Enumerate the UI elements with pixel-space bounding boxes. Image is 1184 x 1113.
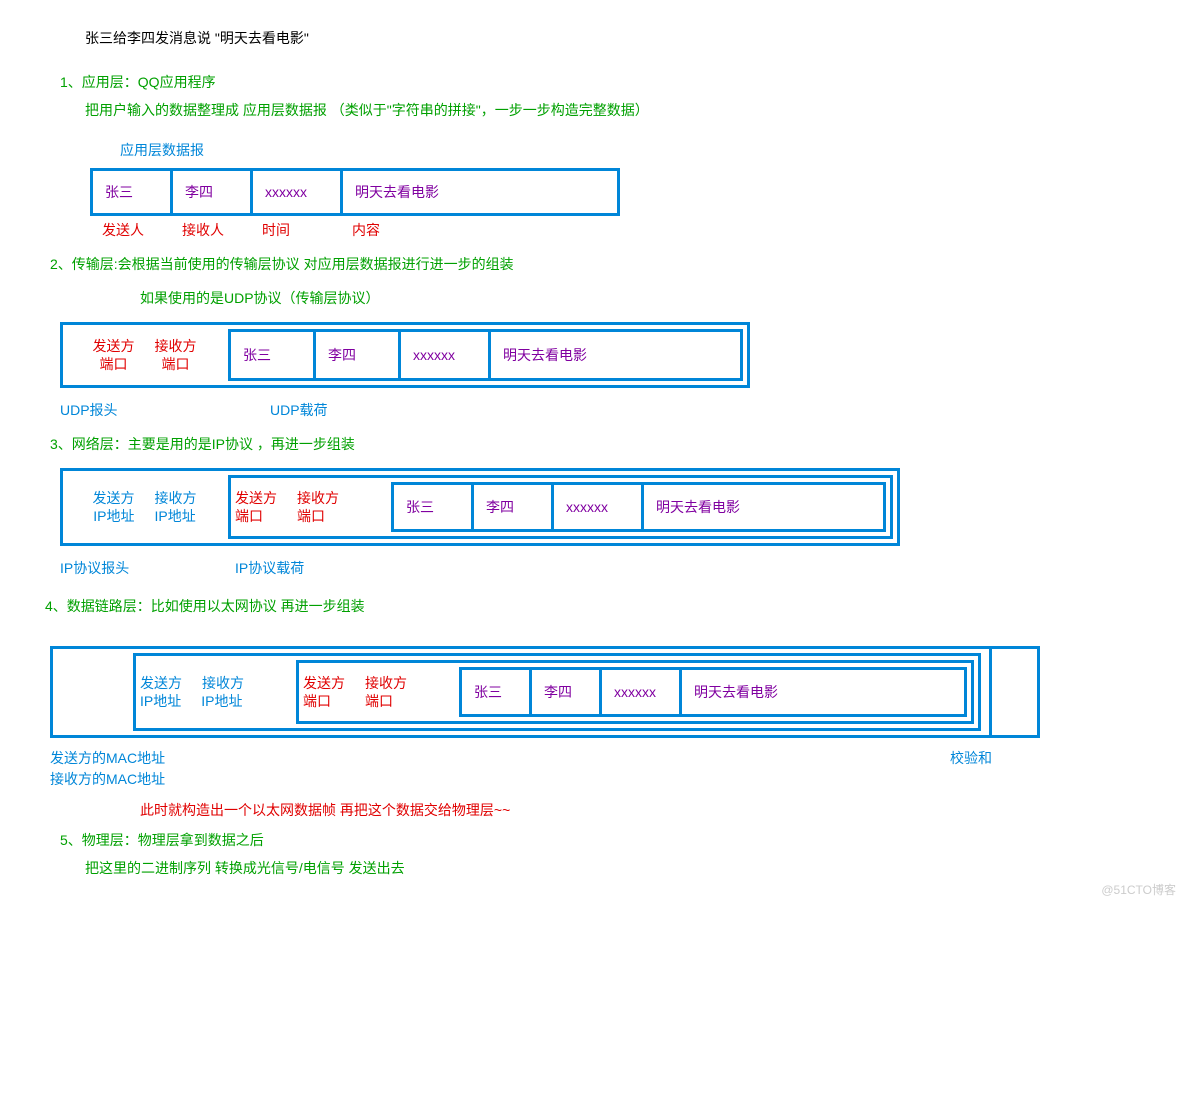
udp-h-r1c2: 接收方 (155, 337, 197, 355)
app-cell-receiver: 李四 (173, 171, 253, 213)
eth-udph-r1c2: 接收方 (365, 674, 407, 692)
eth-p-3: 明天去看电影 (682, 670, 964, 714)
eth-ip-wrapper: 发送方 接收方 IP地址 IP地址 发送方 接收方 端口 端口 (133, 653, 981, 731)
app-label-sender: 发送人 (90, 220, 170, 240)
ip-label-head: IP协议报头 (60, 558, 235, 578)
eth-iph-r1c2: 接收方 (202, 674, 244, 692)
app-label-time: 时间 (250, 220, 340, 240)
eth-iph-r2c2: IP地址 (201, 692, 242, 710)
ip-h-r2c2: IP地址 (155, 507, 196, 525)
app-data-box: 张三 李四 xxxxxx 明天去看电影 (90, 168, 620, 216)
ip-udp-header: 发送方 接收方 端口 端口 (235, 482, 385, 532)
ip-h-r1c2: 接收方 (155, 489, 197, 507)
udp-header: 发送方 接收方 端口 端口 (67, 329, 222, 381)
ip-h-r2c1: IP地址 (93, 507, 134, 525)
eth-mac-head (57, 653, 127, 731)
datalink-title: 4、数据链路层：比如使用以太网协议 再进一步组装 (45, 596, 1154, 616)
udp-p-1: 李四 (316, 332, 401, 378)
ip-p-1: 李四 (474, 485, 554, 529)
udp-p-0: 张三 (231, 332, 316, 378)
eth-p-1: 李四 (532, 670, 602, 714)
app-label-content: 内容 (340, 220, 392, 240)
ip-udp-h-r2c1: 端口 (235, 507, 263, 525)
app-layer-title: 1、应用层：QQ应用程序 (60, 72, 1154, 92)
ip-udp-payload: 张三 李四 xxxxxx 明天去看电影 (391, 482, 886, 532)
ip-udp-h-r1c2: 接收方 (297, 489, 339, 507)
eth-p-2: xxxxxx (602, 670, 682, 714)
eth-udp-payload: 张三 李四 xxxxxx 明天去看电影 (459, 667, 967, 717)
ip-payload-wrapper: 发送方 接收方 端口 端口 张三 李四 xxxxxx 明天去看电影 (228, 475, 893, 539)
eth-checksum-cell (989, 649, 1037, 735)
watermark: @51CTO博客 (1101, 881, 1176, 898)
udp-payload: 张三 李四 xxxxxx 明天去看电影 (228, 329, 743, 381)
udp-h-r2c2: 端口 (162, 355, 190, 373)
udp-p-3: 明天去看电影 (491, 332, 740, 378)
ip-header: 发送方 接收方 IP地址 IP地址 (67, 475, 222, 539)
eth-udp-wrapper: 发送方 接收方 端口 端口 张三 李四 xxxxxx 明天去看电影 (296, 660, 974, 724)
app-cell-content: 明天去看电影 (343, 171, 617, 213)
udp-packet: 发送方 接收方 端口 端口 张三 李四 xxxxxx 明天去看电影 (60, 322, 750, 388)
physical-desc: 把这里的二进制序列 转换成光信号/电信号 发送出去 (85, 858, 1154, 878)
ip-packet: 发送方 接收方 IP地址 IP地址 发送方 接收方 端口 端口 张三 (60, 468, 900, 546)
udp-h-r2c1: 端口 (100, 355, 128, 373)
ip-udp-h-r1c1: 发送方 (235, 489, 277, 507)
ip-p-0: 张三 (394, 485, 474, 529)
eth-label-head2: 接收方的MAC地址 (50, 769, 950, 790)
app-box-title: 应用层数据报 (120, 140, 1154, 160)
udp-label-head: UDP报头 (60, 400, 240, 420)
ip-label-payload: IP协议载荷 (235, 558, 304, 578)
eth-label-tail: 校验和 (950, 748, 992, 790)
udp-h-r1c1: 发送方 (93, 337, 135, 355)
udp-label-payload: UDP载荷 (270, 400, 328, 420)
datalink-note: 此时就构造出一个以太网数据帧 再把这个数据交给物理层~~ (140, 800, 1154, 820)
eth-frame: 发送方 接收方 IP地址 IP地址 发送方 接收方 端口 端口 (50, 646, 1040, 738)
eth-p-0: 张三 (462, 670, 532, 714)
transport-subtitle: 如果使用的是UDP协议（传输层协议） (140, 288, 1154, 308)
transport-title: 2、传输层:会根据当前使用的传输层协议 对应用层数据报进行进一步的组装 (50, 254, 1154, 274)
eth-iph-r2c1: IP地址 (140, 692, 181, 710)
eth-udph-r2c1: 端口 (303, 692, 331, 710)
intro-text: 张三给李四发消息说 "明天去看电影" (85, 28, 1154, 48)
app-layer-desc: 把用户输入的数据整理成 应用层数据报 （类似于"字符串的拼接"，一步一步构造完整… (85, 100, 1154, 120)
eth-udp-header: 发送方 接收方 端口 端口 (303, 667, 453, 717)
eth-label-head1: 发送方的MAC地址 (50, 748, 950, 769)
eth-iph-r1c1: 发送方 (140, 674, 182, 692)
eth-udph-r1c1: 发送方 (303, 674, 345, 692)
ip-h-r1c1: 发送方 (93, 489, 135, 507)
app-label-receiver: 接收人 (170, 220, 250, 240)
app-cell-sender: 张三 (93, 171, 173, 213)
ip-p-3: 明天去看电影 (644, 485, 883, 529)
eth-ip-header: 发送方 接收方 IP地址 IP地址 (140, 660, 290, 724)
udp-p-2: xxxxxx (401, 332, 491, 378)
network-title: 3、网络层：主要是用的是IP协议 ，再进一步组装 (50, 434, 1154, 454)
app-cell-time: xxxxxx (253, 171, 343, 213)
ip-p-2: xxxxxx (554, 485, 644, 529)
ip-udp-h-r2c2: 端口 (297, 507, 325, 525)
physical-title: 5、物理层：物理层拿到数据之后 (60, 830, 1154, 850)
eth-udph-r2c2: 端口 (365, 692, 393, 710)
